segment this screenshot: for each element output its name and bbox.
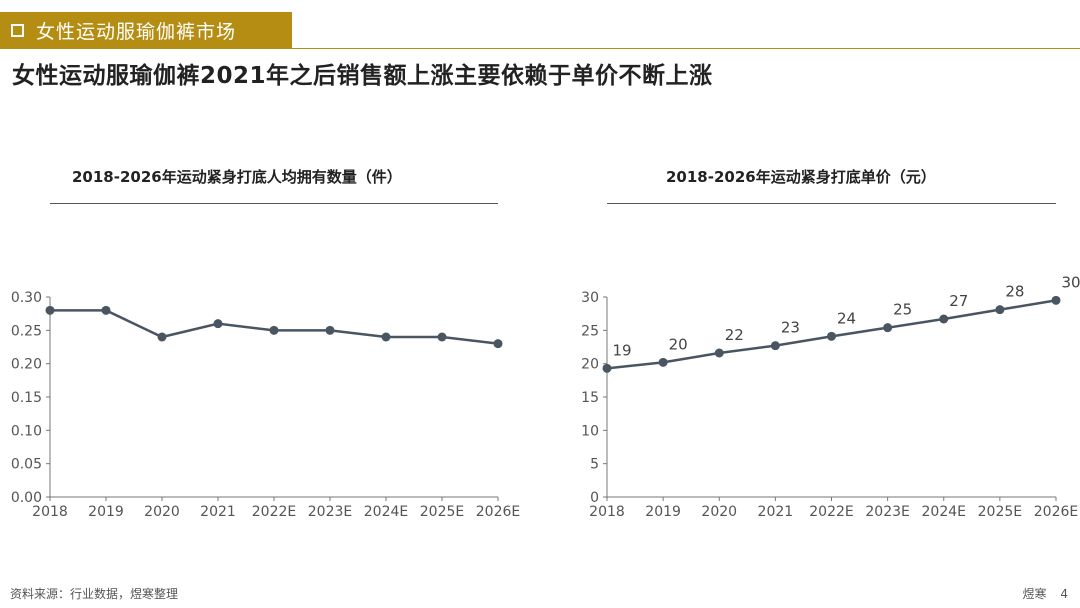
y-tick-label: 0.30 [11,290,42,306]
data-label: 19 [612,341,631,359]
y-tick-label: 0.25 [11,323,42,339]
x-tick-label: 2026E [476,504,520,520]
data-label: 30 [1061,273,1080,291]
x-tick-label: 2025E [978,504,1022,520]
y-tick-label: 0.15 [11,390,42,406]
data-point [101,305,111,315]
data-label: 20 [669,335,688,353]
x-tick-label: 2020 [144,504,180,520]
y-tick-label: 0.00 [11,490,42,506]
data-point [995,305,1005,315]
data-point [325,325,335,335]
x-tick-label: 2024E [922,504,966,520]
data-point [883,323,893,333]
section-tag: 女性运动服瑜伽裤市场 [0,12,292,48]
chart-title-rule-left [50,203,498,204]
y-tick-label: 20 [581,357,599,373]
data-point [157,332,167,342]
data-point [45,305,55,315]
y-tick-label: 25 [581,323,599,339]
data-label: 28 [1005,283,1024,301]
header-divider [0,48,1080,49]
footer-brand-page: 煜寒 4 [1023,585,1068,602]
footer-brand: 煜寒 [1022,587,1047,601]
x-tick-label: 2019 [645,504,681,520]
x-tick-label: 2023E [308,504,352,520]
data-point [381,332,391,342]
data-point [602,363,612,373]
y-tick-label: 30 [581,290,599,306]
y-tick-label: 0.10 [11,423,42,439]
section-tag-label: 女性运动服瑜伽裤市场 [36,20,237,43]
data-point [213,319,223,329]
y-tick-label: 0.20 [11,357,42,373]
y-tick-label: 10 [581,423,599,439]
chart-title-right: 2018-2026年运动紧身打底单价（元） [666,168,936,186]
data-point [714,348,724,358]
x-tick-label: 2021 [200,504,236,520]
page-headline: 女性运动服瑜伽裤2021年之后销售额上涨主要依赖于单价不断上涨 [12,63,713,89]
data-point [269,325,279,335]
data-label: 22 [725,326,744,344]
x-tick-label: 2018 [32,504,68,520]
data-label: 27 [949,292,968,310]
footer-source: 资料来源：行业数据，煜寒整理 [10,587,179,601]
y-tick-label: 0 [590,490,599,506]
x-tick-label: 2022E [252,504,296,520]
x-tick-label: 2021 [758,504,794,520]
data-label: 24 [837,309,856,327]
x-tick-label: 2026E [1034,504,1078,520]
data-point [770,341,780,351]
data-point [827,331,836,341]
x-tick-label: 2020 [701,504,737,520]
chart-left: 0.00 0.05 0.10 0.15 0.20 0.25 0.30 2018 2019 2020… [11,290,520,520]
data-point [939,314,949,324]
data-point [493,339,503,349]
data-point [1051,295,1061,305]
x-tick-label: 2025E [420,504,464,520]
x-tick-label: 2023E [865,504,909,520]
data-label: 25 [893,301,912,319]
y-tick-label: 0.05 [11,457,42,473]
chart-title-rule-right [607,203,1056,204]
square-outline-icon [11,23,24,37]
data-point [437,332,447,342]
x-tick-label: 2019 [88,504,124,520]
y-tick-label: 5 [590,457,599,473]
chart-title-left: 2018-2026年运动紧身打底人均拥有数量（件） [72,168,402,186]
x-tick-label: 2022E [809,504,853,520]
data-point [658,357,668,367]
page-number: 4 [1060,587,1068,601]
x-tick-label: 2018 [589,504,625,520]
y-tick-label: 15 [581,390,599,406]
x-tick-label: 2024E [364,504,408,520]
data-label: 23 [781,319,800,337]
